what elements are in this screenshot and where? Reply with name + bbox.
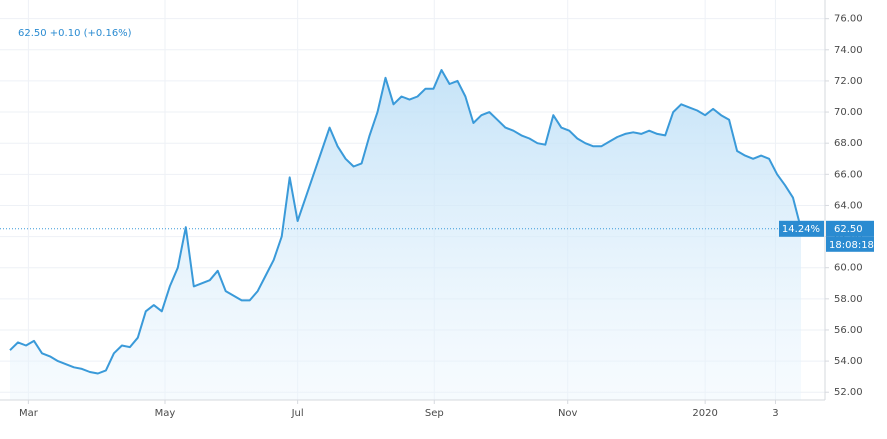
x-tick-label: Jul: [291, 408, 304, 419]
legend-text: 62.50 +0.10 (+0.16%): [18, 28, 132, 39]
y-tick-label: 74.00: [834, 45, 863, 56]
y-tick-label: 54.00: [834, 356, 863, 367]
y-tick-label: 64.00: [834, 200, 863, 211]
y-tick-label: 52.00: [834, 387, 863, 398]
change-badge: [779, 220, 824, 237]
x-tick-label: May: [155, 408, 176, 419]
y-tick-label: 72.00: [834, 76, 863, 87]
y-tick-label: 66.00: [834, 169, 863, 180]
time-badge: [826, 236, 874, 252]
y-tick-label: 58.00: [834, 294, 863, 305]
area-fill: [10, 70, 801, 400]
x-tick-label: 2020: [692, 408, 717, 419]
time-label: 18:08:18: [829, 240, 874, 251]
price-label: 62.50: [834, 224, 863, 235]
x-tick-label: 3: [772, 408, 778, 419]
price-line: [9, 69, 802, 375]
y-tick-label: 76.00: [834, 14, 863, 25]
x-tick-label: Nov: [558, 408, 578, 419]
y-tick-label: 60.00: [834, 263, 863, 274]
y-tick-label: 68.00: [834, 138, 863, 149]
price-badge: [826, 220, 874, 237]
x-tick-label: Sep: [425, 408, 444, 419]
x-tick-label: Mar: [19, 408, 39, 419]
y-tick-label: 56.00: [834, 325, 863, 336]
change-label: 14.24%: [782, 224, 820, 235]
y-tick-label: 70.00: [834, 107, 863, 118]
